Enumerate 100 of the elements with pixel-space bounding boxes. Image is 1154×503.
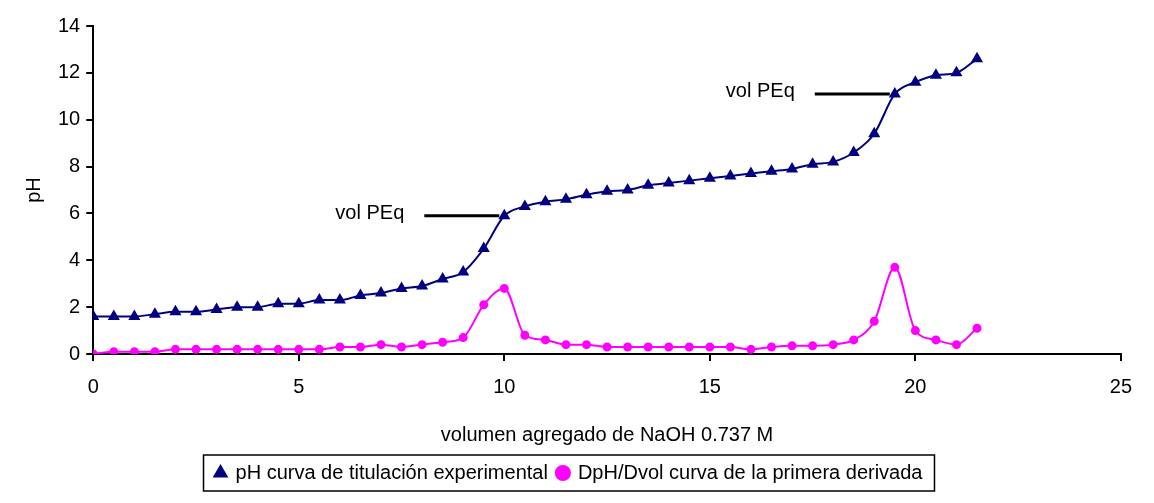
point: [190, 305, 202, 316]
point: [375, 287, 387, 297]
point: [273, 344, 283, 354]
point: [725, 169, 736, 180]
point: [705, 342, 715, 352]
point: [766, 342, 776, 352]
y-tick-label: 12: [58, 60, 81, 83]
point: [108, 310, 120, 321]
point: [601, 185, 613, 195]
point: [560, 193, 572, 203]
point: [725, 342, 735, 352]
point: [581, 188, 592, 199]
legend-label: DpH/Dvol curva de la primera derivada: [577, 460, 924, 483]
x-tick-label: 0: [87, 374, 99, 397]
point: [704, 172, 716, 182]
y-axis-title: pH: [21, 177, 44, 203]
point: [170, 305, 181, 316]
annotation: vol PEq: [725, 79, 795, 102]
point: [684, 342, 694, 352]
y-tick-label: 14: [58, 13, 81, 36]
point: [191, 344, 201, 354]
point: [170, 344, 180, 354]
x-tick-label: 10: [493, 374, 516, 397]
point: [519, 200, 531, 210]
point: [910, 326, 920, 336]
x-tick-label: 20: [904, 374, 927, 397]
y-tick-label: 4: [69, 247, 81, 270]
point: [642, 179, 654, 189]
point: [231, 301, 243, 311]
point: [602, 342, 612, 352]
point: [766, 165, 777, 175]
point: [314, 294, 325, 304]
point: [664, 342, 674, 352]
point: [129, 347, 139, 354]
point: [868, 127, 880, 138]
point: [232, 344, 242, 354]
x-axis-title: volumen agregado de NaOH 0.737 M: [440, 422, 774, 445]
x-tick-label: 5: [293, 374, 305, 397]
point: [293, 297, 305, 308]
point: [807, 158, 818, 168]
point: [457, 266, 469, 276]
point: [663, 176, 675, 187]
point: [212, 344, 222, 354]
point: [355, 342, 365, 352]
y-tick-label: 8: [69, 154, 81, 177]
point: [458, 333, 468, 343]
point: [582, 340, 592, 350]
point: [746, 344, 756, 354]
point: [376, 340, 386, 350]
point: [498, 209, 510, 220]
point: [951, 340, 961, 350]
point: [355, 289, 366, 299]
point: [827, 155, 839, 166]
point: [849, 335, 859, 345]
point: [683, 174, 695, 185]
point: [253, 344, 263, 354]
point: [930, 69, 942, 79]
point: [787, 341, 797, 351]
point: [848, 146, 860, 157]
point: [438, 337, 448, 347]
point: [869, 316, 879, 326]
point: [745, 167, 757, 178]
point: [397, 342, 407, 352]
point: [149, 308, 161, 318]
point: [499, 283, 509, 293]
point: [931, 335, 941, 345]
point: [643, 342, 653, 352]
x-tick-label: 25: [1109, 374, 1132, 397]
point: [334, 294, 346, 304]
point: [828, 340, 838, 350]
point: [890, 262, 900, 272]
point: [786, 162, 798, 173]
y-tick-label: 2: [69, 294, 81, 317]
point: [520, 330, 530, 340]
point: [623, 342, 633, 352]
point: [252, 301, 263, 311]
point: [622, 184, 633, 194]
y-tick-label: 0: [69, 341, 81, 364]
point: [478, 242, 490, 253]
point: [479, 300, 489, 310]
point: [416, 280, 428, 290]
point: [294, 344, 304, 354]
point: [889, 87, 901, 98]
x-tick-label: 15: [698, 374, 721, 397]
point: [951, 66, 962, 77]
annotation: vol PEq: [335, 201, 405, 224]
point: [540, 335, 550, 345]
y-tick-label: 10: [58, 107, 81, 130]
point: [972, 323, 982, 333]
point: [396, 282, 407, 292]
legend-label: pH curva de titulación experimental: [235, 460, 548, 483]
point: [150, 347, 160, 354]
point: [272, 297, 284, 308]
point: [211, 303, 222, 313]
y-tick-label: 6: [69, 200, 81, 223]
point: [808, 341, 818, 351]
point: [971, 52, 983, 63]
point: [129, 310, 140, 321]
point: [314, 344, 324, 354]
point: [417, 340, 427, 350]
